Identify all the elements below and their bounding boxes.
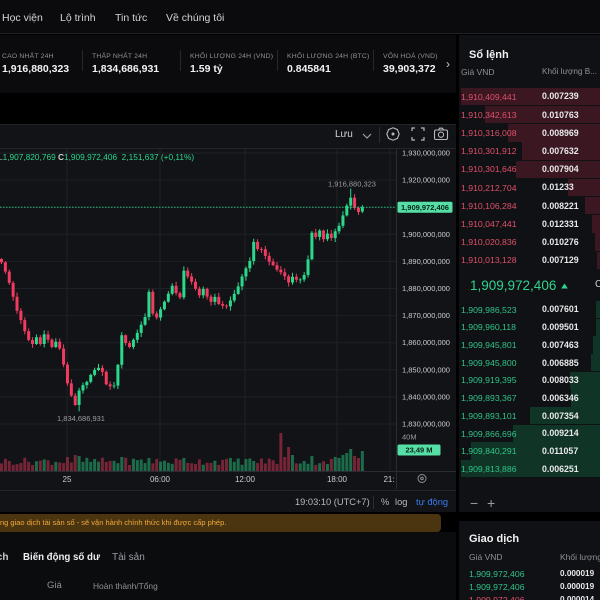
- svg-text:1,840,000,000: 1,840,000,000: [402, 392, 450, 401]
- svg-text:1,890,000,000: 1,890,000,000: [402, 257, 450, 266]
- svg-text:18:00: 18:00: [327, 475, 348, 484]
- svg-text:1,920,000,000: 1,920,000,000: [402, 176, 450, 185]
- svg-text:1,834,686,931: 1,834,686,931: [57, 414, 105, 423]
- svg-text:1,850,000,000: 1,850,000,000: [402, 365, 450, 374]
- svg-text:23,49 M: 23,49 M: [405, 446, 432, 455]
- svg-text:1,830,000,000: 1,830,000,000: [402, 420, 450, 429]
- svg-text:1,870,000,000: 1,870,000,000: [402, 311, 450, 320]
- svg-text:1,930,000,000: 1,930,000,000: [402, 149, 450, 158]
- svg-text:1,860,000,000: 1,860,000,000: [402, 338, 450, 347]
- svg-text:1,880,000,000: 1,880,000,000: [402, 284, 450, 293]
- svg-text:12:00: 12:00: [235, 475, 256, 484]
- svg-text:25: 25: [63, 475, 72, 484]
- svg-text:21:: 21:: [383, 475, 394, 484]
- svg-text:1,916,880,323: 1,916,880,323: [328, 180, 376, 189]
- svg-text:40M: 40M: [402, 433, 417, 442]
- svg-text:06:00: 06:00: [150, 475, 171, 484]
- svg-text:1,909,972,406: 1,909,972,406: [401, 203, 449, 212]
- svg-text:1,900,000,000: 1,900,000,000: [402, 230, 450, 239]
